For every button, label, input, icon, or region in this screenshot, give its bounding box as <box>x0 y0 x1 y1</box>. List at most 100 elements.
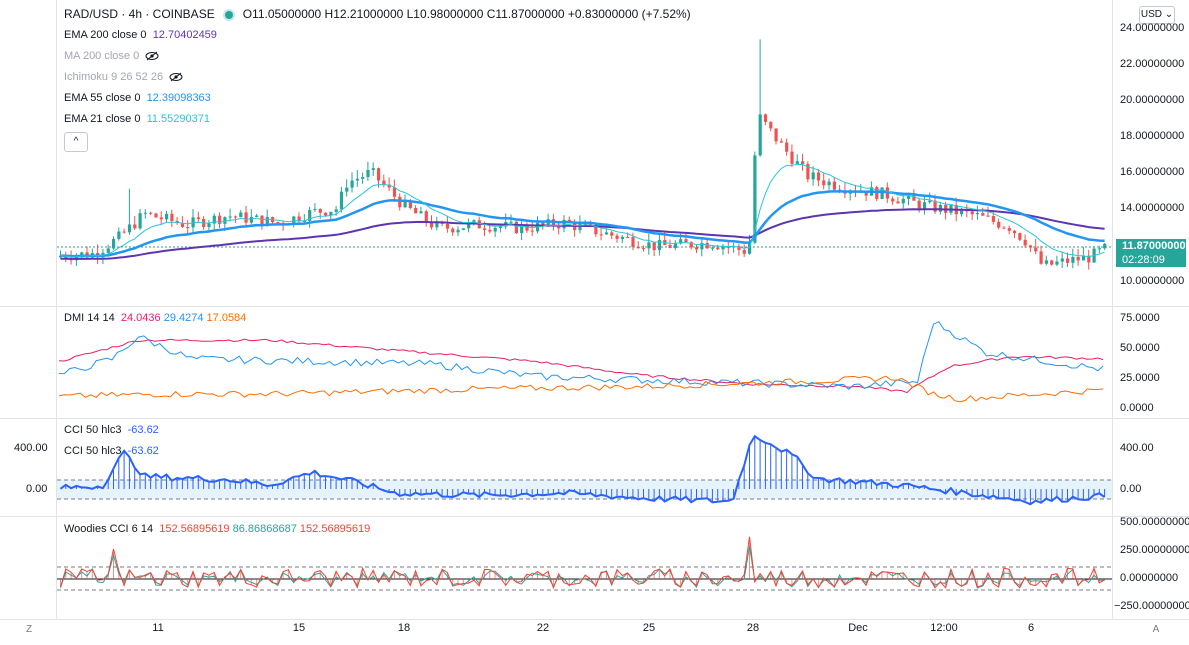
cci-tick: 400.00 <box>1120 442 1154 454</box>
candle-body <box>244 212 248 223</box>
candle-body <box>748 242 752 254</box>
candle-body <box>758 114 762 156</box>
ma200-label[interactable]: MA 200 close 0 <box>64 50 140 62</box>
candle-body <box>1007 228 1011 231</box>
pane-separator[interactable] <box>0 306 1189 307</box>
candle-body <box>981 213 985 216</box>
candle-body <box>1034 247 1038 252</box>
candle-body <box>827 181 831 186</box>
bar-countdown: 02:28:09 <box>1122 254 1165 266</box>
candle-body <box>1103 243 1107 249</box>
candle-body <box>975 213 980 215</box>
candle-body <box>594 224 598 235</box>
hidden-eye-icon[interactable] <box>169 72 183 82</box>
candle-body <box>366 169 370 177</box>
candle-body <box>408 200 412 209</box>
price-axis-column[interactable] <box>1112 0 1189 620</box>
candle-body <box>753 155 757 243</box>
candle-body <box>467 222 471 229</box>
candle-body <box>133 224 137 229</box>
pane-separator <box>0 619 1189 620</box>
candle-body <box>657 239 662 251</box>
dmi-tick: 25.0000 <box>1120 372 1160 384</box>
candle-body <box>642 248 646 250</box>
collapse-legend-button[interactable]: ^ <box>64 132 88 152</box>
candle-body <box>1076 256 1080 261</box>
hidden-eye-icon[interactable] <box>145 51 159 61</box>
woodies-tick: 500.00000000 <box>1120 516 1189 528</box>
candle-body <box>196 217 200 220</box>
ema55-label[interactable]: EMA 55 close 0 <box>64 92 141 104</box>
dmi-label[interactable]: DMI 14 14 <box>64 312 115 324</box>
candle-body <box>599 234 603 236</box>
candle-body <box>1013 230 1017 234</box>
left-margin <box>0 0 57 620</box>
time-tick: 6 <box>1027 622 1035 634</box>
candle-body <box>127 224 132 233</box>
candle-body <box>763 114 768 122</box>
candle-body <box>445 223 450 229</box>
price-tick: 14.00000000 <box>1120 202 1185 214</box>
candle-body <box>896 201 900 204</box>
dmi-plus-value: 24.0436 <box>120 312 161 324</box>
cci-label-1[interactable]: CCI 50 hlc3 <box>64 424 122 436</box>
market-open-icon <box>222 8 235 21</box>
candle-body <box>223 217 227 224</box>
candle-body <box>822 180 826 186</box>
candle-body <box>705 243 709 249</box>
candle-body <box>615 235 619 239</box>
candle-body <box>689 242 693 248</box>
timezone-button[interactable]: Z <box>25 624 33 635</box>
ema200-label[interactable]: EMA 200 close 0 <box>64 29 147 41</box>
cci-tick-left: 400.00 <box>14 442 48 454</box>
price-chart[interactable] <box>57 0 1112 306</box>
candle-body <box>626 236 630 238</box>
candle-body <box>371 168 375 170</box>
candle-body <box>308 209 312 221</box>
candle-body <box>149 212 153 214</box>
dmi-adx-value: 29.4274 <box>163 312 204 324</box>
candle-body <box>1081 255 1086 261</box>
candle-body <box>302 220 306 222</box>
woodies-cci-chart[interactable] <box>57 517 1112 619</box>
dmi-chart[interactable] <box>57 307 1112 418</box>
candle-body <box>514 221 518 234</box>
candle-body <box>832 181 836 190</box>
candle-body <box>106 248 110 253</box>
candle-body <box>684 239 688 243</box>
candle-body <box>1066 258 1070 263</box>
candle-body <box>170 213 174 222</box>
cci-chart[interactable] <box>57 419 1112 516</box>
candle-body <box>228 216 232 218</box>
auto-scale-button[interactable]: A <box>1152 624 1160 635</box>
currency-select[interactable]: USD ⌄ <box>1139 6 1175 24</box>
price-tick: 20.00000000 <box>1120 94 1185 106</box>
candle-body <box>165 213 169 220</box>
ema21-label[interactable]: EMA 21 close 0 <box>64 113 141 125</box>
candle-body <box>604 232 609 235</box>
candle-body <box>334 209 338 212</box>
time-tick: 11 <box>152 622 164 634</box>
candle-body <box>414 208 418 214</box>
cci-label-2[interactable]: CCI 50 hlc3 <box>64 445 122 457</box>
candle-body <box>212 215 216 224</box>
woodies-label[interactable]: Woodies CCI 6 14 <box>64 523 154 535</box>
candle-body <box>318 208 322 213</box>
candle-body <box>392 187 397 197</box>
candle-body <box>620 236 624 239</box>
ichimoku-label[interactable]: Ichimoku 9 26 52 26 <box>64 71 164 83</box>
candle-body <box>1071 256 1075 263</box>
time-tick: 25 <box>642 622 656 634</box>
pane-separator[interactable] <box>0 418 1189 419</box>
candle-body <box>159 217 163 220</box>
candle-body <box>186 227 190 229</box>
pane-separator[interactable] <box>0 516 1189 517</box>
candle-body <box>716 247 720 250</box>
symbol-title[interactable]: RAD/USD · 4h · COINBASE <box>64 7 215 21</box>
candle-body <box>117 231 121 239</box>
ema21-value: 11.55290371 <box>146 113 210 125</box>
candle-body <box>488 229 492 232</box>
candle-body <box>991 216 995 222</box>
woodies-value-3: 152.56895619 <box>299 523 371 535</box>
cci-tick-left: 0.00 <box>26 483 48 495</box>
